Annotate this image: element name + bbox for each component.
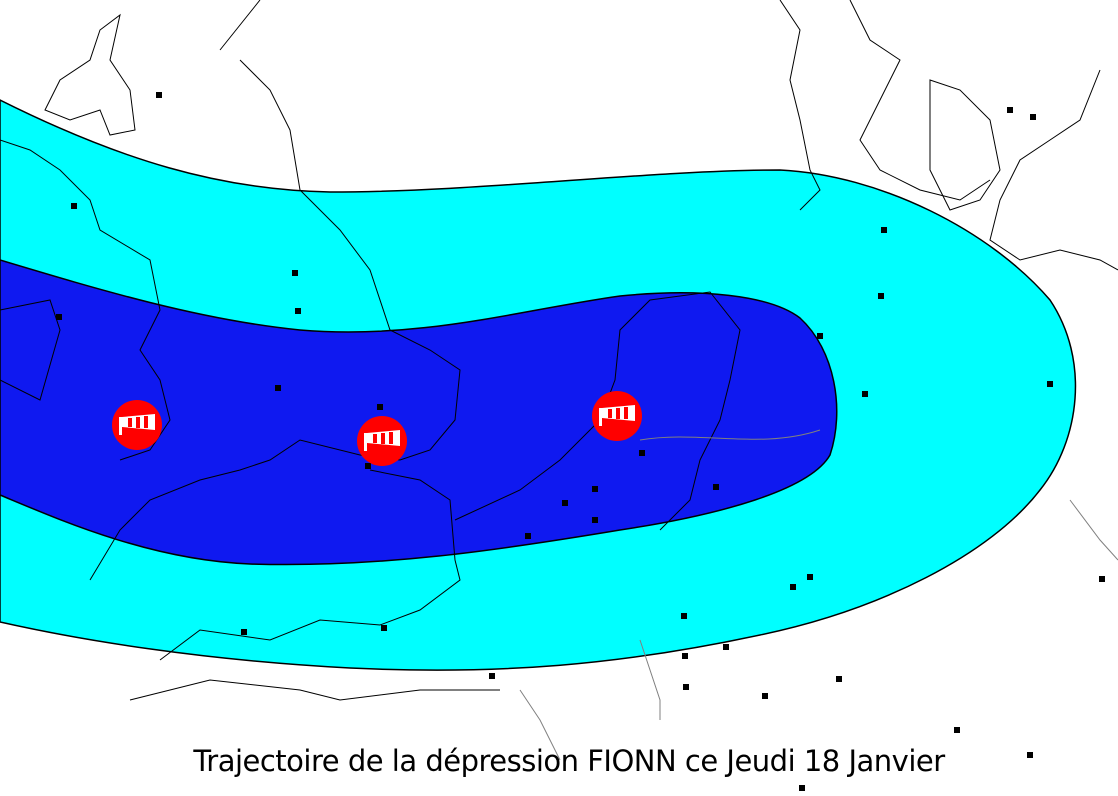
- city-marker: [807, 574, 813, 580]
- city-marker: [381, 625, 387, 631]
- map-caption: Trajectoire de la dépression FIONN ce Je…: [193, 744, 945, 778]
- city-marker: [639, 450, 645, 456]
- city-marker: [954, 727, 960, 733]
- city-marker: [881, 227, 887, 233]
- city-marker: [799, 785, 805, 791]
- city-marker: [156, 92, 162, 98]
- city-marker: [1027, 752, 1033, 758]
- windsock-icon: [592, 391, 642, 441]
- city-marker: [295, 308, 301, 314]
- city-marker: [1030, 114, 1036, 120]
- city-marker: [878, 293, 884, 299]
- city-marker: [790, 584, 796, 590]
- city-marker: [241, 629, 247, 635]
- windsock-icon: [112, 400, 162, 450]
- city-marker: [862, 391, 868, 397]
- city-marker: [489, 673, 495, 679]
- city-marker: [682, 653, 688, 659]
- coastlines: [0, 0, 1118, 701]
- city-marker: [762, 693, 768, 699]
- city-marker: [1099, 576, 1105, 582]
- city-marker: [836, 676, 842, 682]
- city-marker: [377, 404, 383, 410]
- city-marker: [681, 613, 687, 619]
- city-marker: [1047, 381, 1053, 387]
- city-marker: [817, 333, 823, 339]
- city-marker: [525, 533, 531, 539]
- city-marker: [713, 484, 719, 490]
- cities: [56, 92, 1105, 791]
- city-marker: [592, 486, 598, 492]
- city-marker: [683, 684, 689, 690]
- city-marker: [1007, 107, 1013, 113]
- city-marker: [562, 500, 568, 506]
- city-marker: [723, 644, 729, 650]
- windsock-icon: [357, 416, 407, 466]
- city-marker: [56, 314, 62, 320]
- inner-wind-zone: [0, 259, 838, 566]
- city-marker: [365, 463, 371, 469]
- city-marker: [592, 517, 598, 523]
- city-marker: [71, 203, 77, 209]
- city-marker: [275, 385, 281, 391]
- rivers: [519, 429, 1118, 761]
- city-marker: [292, 270, 298, 276]
